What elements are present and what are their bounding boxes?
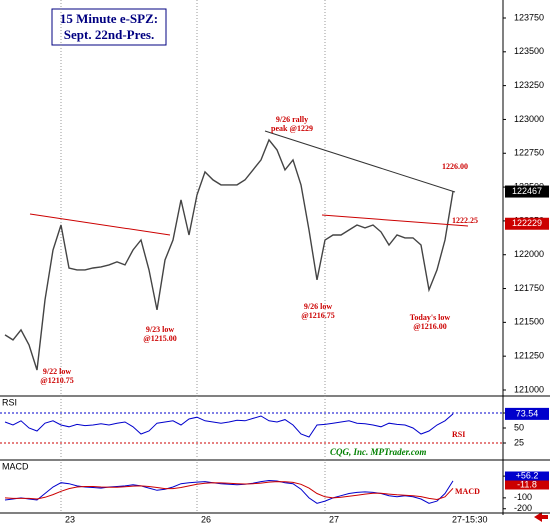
trend-line (321, 214, 469, 227)
y-tick-label: 121750 (514, 283, 544, 293)
annotation: 9/23 low (146, 325, 174, 334)
data-line (4, 413, 454, 438)
annotation: @1215.00 (143, 334, 176, 343)
y-tick-label: 121500 (514, 317, 544, 327)
x-tick-label: 23 (65, 514, 75, 524)
value-marker (505, 407, 549, 420)
panel-label: RSI (452, 430, 465, 439)
data-line (4, 138, 454, 371)
value-marker-label: +56.2 (516, 470, 539, 480)
y-tick-label: 50 (514, 422, 524, 432)
annotation: 1226.00 (442, 162, 468, 171)
price-marker (505, 217, 549, 230)
value-marker-label: -11.8 (517, 479, 537, 489)
annotation: 9/26 rally (276, 115, 308, 124)
annotation: peak @1229 (271, 124, 313, 133)
annotation: @1216.75 (301, 311, 334, 320)
chart-subtitle: Sept. 22nd-Pres. (64, 27, 154, 42)
annotation: @1216.00 (413, 322, 446, 331)
data-line (4, 481, 454, 501)
y-tick-label: 121000 (514, 384, 544, 394)
y-tick-label: -100 (514, 492, 532, 502)
chart-title: 15 Minute e-SPZ: (60, 11, 158, 26)
x-tick-label: 26 (201, 514, 211, 524)
panel-title: RSI (2, 397, 17, 407)
y-tick-label: 123000 (514, 114, 544, 124)
scroll-arrow[interactable] (534, 512, 548, 522)
value-marker (505, 480, 549, 490)
credit: CQG, Inc. MPTrader.com (330, 447, 426, 457)
y-tick-label: -200 (514, 503, 532, 513)
annotation: 9/22 low (43, 367, 71, 376)
annotation: 9/26 low (304, 302, 332, 311)
y-tick-label: 123500 (514, 46, 544, 56)
y-tick-label: 122750 (514, 148, 544, 158)
price-marker (505, 185, 549, 198)
annotation: Today's low (410, 313, 451, 322)
value-marker-label: 73.54 (516, 408, 539, 418)
y-tick-label: 123250 (514, 80, 544, 90)
y-tick-label: 25 (514, 437, 524, 447)
trend-line (264, 130, 456, 193)
x-end-label: 27-15:30 (452, 514, 488, 524)
panel-label: MACD (455, 487, 480, 496)
y-tick-label: 122000 (514, 249, 544, 259)
annotation: @1210.75 (40, 376, 73, 385)
y-tick-label: 121250 (514, 351, 544, 361)
panel-title: MACD (2, 461, 29, 471)
value-marker (505, 471, 549, 481)
annotation: 1222.25 (452, 216, 478, 225)
trend-line (29, 213, 171, 236)
price-marker-label: 122467 (512, 186, 542, 196)
title-box (51, 8, 167, 46)
y-tick-label: 123750 (514, 12, 544, 22)
price-marker-label: 122229 (512, 218, 542, 228)
x-tick-label: 27 (329, 514, 339, 524)
